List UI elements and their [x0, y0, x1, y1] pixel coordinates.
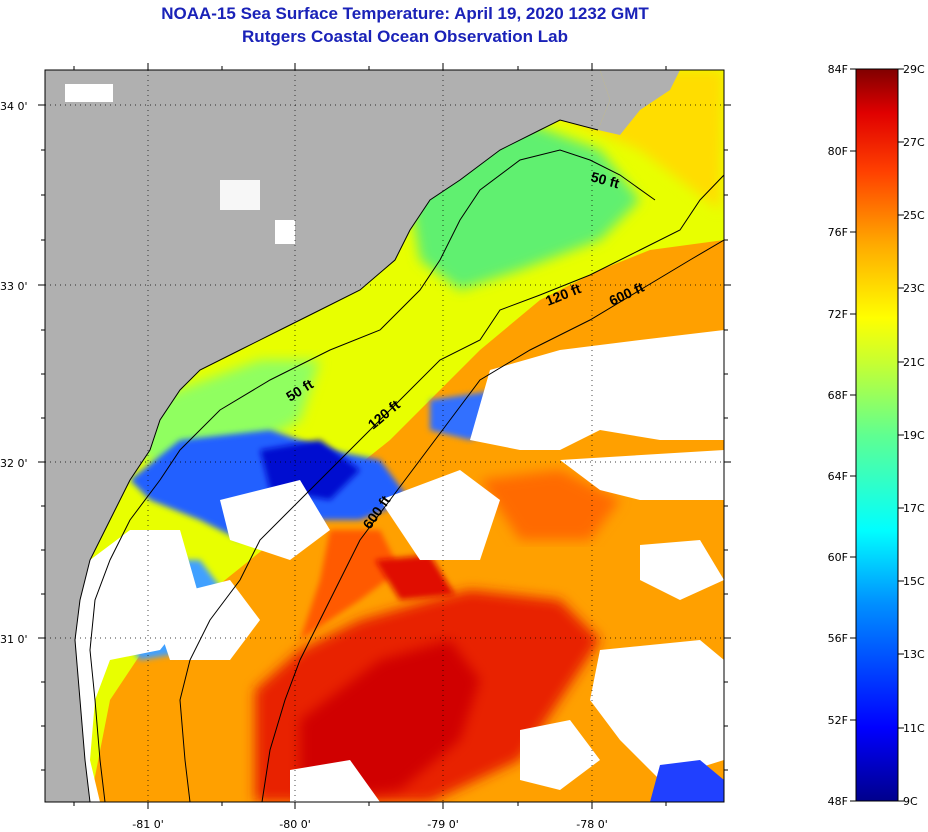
- colorbar-f-label: 76F: [828, 226, 848, 239]
- cloud-cover-east: [640, 540, 724, 600]
- colorbar-c-label: 25C: [903, 209, 925, 222]
- colorbar: [855, 68, 899, 802]
- lon-label-78: -78 0': [576, 818, 608, 831]
- map-frame: [44, 69, 725, 803]
- lon-label-80: -80 0': [279, 818, 311, 831]
- cloud-cover-west: [220, 480, 330, 560]
- sst-image: [45, 70, 724, 802]
- land-cape: [598, 70, 680, 135]
- cloud-cover-sw: [150, 580, 260, 660]
- coastline: [74, 119, 599, 802]
- cloud-cover-bottom: [290, 760, 380, 802]
- cloud-speck: [275, 220, 295, 244]
- map-subtitle: Rutgers Coastal Ocean Observation Lab: [242, 27, 568, 46]
- map-ticks: [38, 63, 731, 809]
- colorbar-c-label: 11C: [903, 722, 925, 735]
- colorbar-f-label: 64F: [828, 470, 848, 483]
- colorbar-f-label: 80F: [828, 145, 848, 158]
- colorbar-c-label: 15C: [903, 575, 925, 588]
- colorbar-c-label: 13C: [903, 648, 925, 661]
- map-grid: [45, 70, 724, 802]
- warm-eddy: [375, 555, 455, 600]
- cloud-cover-north: [470, 330, 724, 450]
- lat-label-33: 33 0': [0, 280, 28, 293]
- lat-label-31: 31 0': [0, 633, 28, 646]
- colorbar-c-label: 23C: [903, 282, 925, 295]
- cloud-cover-south: [520, 720, 600, 790]
- cloud-cover-center: [380, 470, 500, 560]
- cloud-cover-band: [560, 450, 724, 500]
- colorbar-ticks: [850, 68, 904, 802]
- cloud-cover-se: [590, 640, 724, 780]
- warm-filament: [300, 530, 400, 640]
- contour-120ft: [179, 174, 724, 802]
- colorbar-c-label: 21C: [903, 356, 925, 369]
- colorbar-f-label: 68F: [828, 389, 848, 402]
- lat-label-32: 32 0': [0, 457, 28, 470]
- contour-50ft: [89, 149, 656, 802]
- lon-label-79: -79 0': [427, 818, 459, 831]
- colorbar-f-label: 60F: [828, 551, 848, 564]
- colorbar-f-label: 56F: [828, 632, 848, 645]
- colorbar-f-label: 48F: [828, 795, 848, 808]
- cloud-speck: [65, 84, 113, 102]
- lon-label-81: -81 0': [132, 818, 164, 831]
- colorbar-c-label: 27C: [903, 136, 925, 149]
- map-title: NOAA-15 Sea Surface Temperature: April 1…: [161, 4, 649, 23]
- warm-water-patch: [480, 470, 620, 540]
- land-mass: [45, 70, 610, 802]
- depth-label-50ft-north: 50 ft: [589, 168, 621, 191]
- colorbar-f-label: 72F: [828, 308, 848, 321]
- colorbar-f-label: 52F: [828, 714, 848, 727]
- lat-label-34: 34 0': [0, 100, 28, 113]
- colorbar-f-label: 84F: [828, 63, 848, 76]
- colorbar-c-label: 9C: [903, 795, 918, 808]
- colorbar-c-label: 19C: [903, 429, 925, 442]
- colorbar-c-label: 29C: [903, 63, 925, 76]
- cloud-speck: [220, 180, 260, 210]
- colorbar-c-label: 17C: [903, 502, 925, 515]
- cold-spot-se: [650, 760, 724, 802]
- contour-600ft: [261, 239, 724, 802]
